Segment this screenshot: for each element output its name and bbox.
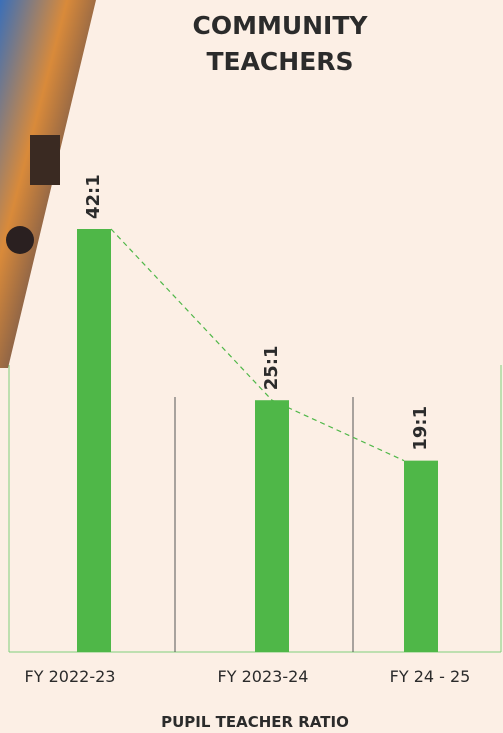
x-tick-label: FY 2023-24 [218,667,309,686]
photo-detail [30,135,60,185]
value-label: 19:1 [410,406,431,451]
chart-title: TEACHERS [206,47,353,76]
x-tick-label: FY 2022-23 [25,667,116,686]
bar [77,229,111,652]
bar [404,461,438,652]
x-tick-label: FY 24 - 25 [390,667,471,686]
value-label: 25:1 [261,345,282,390]
photo-detail [6,226,34,254]
x-axis-title: PUPIL TEACHER RATIO [161,713,349,731]
chart-title: COMMUNITY [192,11,368,40]
chart: COMMUNITY TEACHERS PUPIL TEACHER RATIO F… [0,0,503,733]
value-label: 42:1 [83,174,104,219]
bar [255,400,289,652]
